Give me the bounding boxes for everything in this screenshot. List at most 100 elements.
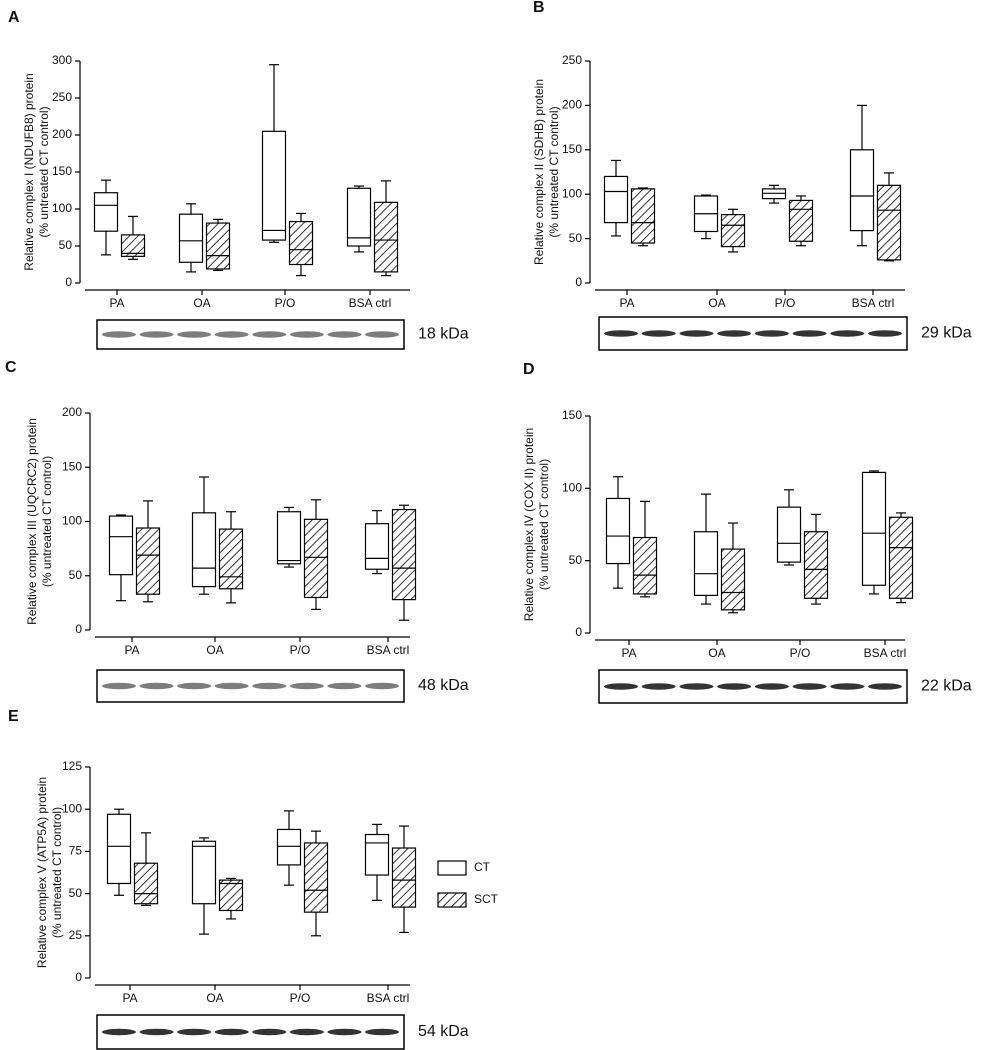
blot-band (289, 682, 324, 690)
blot-band (717, 330, 752, 337)
x-tick-label: BSA ctrl (367, 991, 410, 1005)
box (720, 214, 746, 248)
blot-band (289, 331, 324, 338)
y-tick-label: 50 (69, 886, 83, 900)
x-tick-label: BSA ctrl (864, 646, 907, 660)
x-tick-label: OA (193, 296, 210, 310)
box (788, 199, 814, 242)
box (603, 175, 629, 224)
blot-band (252, 682, 287, 690)
y-tick-label: 0 (65, 275, 72, 289)
y-tick-label: 125 (62, 759, 82, 773)
box (391, 508, 417, 601)
blot-band (830, 683, 865, 690)
box (364, 523, 390, 570)
y-tick-label: 25 (69, 928, 83, 942)
y-tick-label: 0 (575, 275, 582, 289)
x-tick-label: OA (708, 646, 725, 660)
y-tick-label: 50 (59, 238, 73, 252)
box (303, 842, 329, 913)
box (261, 130, 287, 241)
y-tick-label: 250 (52, 90, 72, 104)
box (93, 192, 119, 232)
blot-band (365, 682, 399, 690)
box (632, 536, 658, 595)
panel-label: E (8, 708, 19, 725)
blot-band (327, 682, 362, 690)
y-tick-label: 75 (69, 844, 83, 858)
blot-band (641, 330, 676, 337)
box (276, 828, 302, 866)
box (205, 222, 231, 270)
x-tick-label: PA (124, 643, 139, 657)
y-tick-label: 150 (562, 142, 582, 156)
blot-band (214, 1028, 249, 1036)
box (803, 531, 829, 599)
box (288, 220, 314, 266)
y-tick-label: 50 (69, 568, 83, 582)
blot-band (214, 682, 249, 690)
box (133, 862, 159, 905)
box (120, 234, 146, 257)
y-tick-label: 100 (562, 481, 582, 495)
blot-band (604, 683, 638, 690)
box (888, 516, 914, 599)
y-tick-label: 250 (562, 53, 582, 67)
x-tick-label: PA (621, 646, 636, 660)
box (191, 512, 217, 588)
x-tick-label: P/O (275, 296, 296, 310)
box (391, 847, 417, 908)
y-tick-label: 0 (75, 970, 82, 984)
y-tick-label: 100 (62, 801, 82, 815)
box (108, 515, 134, 576)
blot-band (604, 330, 638, 337)
blot-band (102, 682, 136, 690)
box (191, 840, 217, 905)
x-tick-label: BSA ctrl (852, 296, 895, 310)
y-axis-label: (% untreated CT control) (50, 807, 64, 938)
x-tick-label: P/O (290, 643, 311, 657)
blot-band (252, 331, 287, 338)
y-axis-label: Relative complex II (SDHB) protein (532, 79, 546, 265)
blot-band (214, 331, 249, 338)
blot-label: 48 kDa (418, 677, 469, 694)
x-tick-label: BSA ctrl (367, 643, 410, 657)
blot-band (868, 330, 902, 337)
y-tick-label: 300 (52, 53, 72, 67)
x-tick-label: P/O (775, 296, 796, 310)
x-tick-label: OA (206, 643, 223, 657)
box (106, 813, 132, 885)
x-tick-label: BSA ctrl (349, 296, 392, 310)
y-axis-label: (% untreated CT control) (37, 106, 51, 237)
blot-label: 18 kDa (418, 326, 469, 343)
legend-swatch (437, 892, 467, 908)
blot-band (365, 1028, 399, 1036)
legend-label: CT (474, 860, 491, 874)
blot-band (641, 683, 676, 690)
x-tick-label: OA (708, 296, 725, 310)
box (776, 506, 802, 563)
blot-band (792, 330, 827, 337)
blot-label: 22 kDa (921, 678, 972, 695)
box (630, 188, 656, 244)
legend-label: SCT (474, 892, 499, 906)
blot-band (252, 1028, 287, 1036)
box (605, 497, 631, 565)
y-tick-label: 200 (52, 127, 72, 141)
box (364, 833, 390, 876)
y-axis-label: Relative complex V (ATP5A) protein (35, 777, 49, 968)
blot-band (139, 682, 174, 690)
panel-label: D (523, 361, 535, 378)
box (373, 201, 399, 273)
box (876, 184, 902, 261)
x-tick-label: P/O (790, 646, 811, 660)
blot-band (830, 330, 865, 337)
box (693, 531, 719, 596)
panel-label: C (5, 359, 17, 376)
blot-band (679, 683, 714, 690)
blot-band (365, 331, 399, 338)
y-tick-label: 0 (75, 622, 82, 636)
x-tick-label: OA (206, 991, 223, 1005)
y-tick-label: 50 (569, 231, 583, 245)
